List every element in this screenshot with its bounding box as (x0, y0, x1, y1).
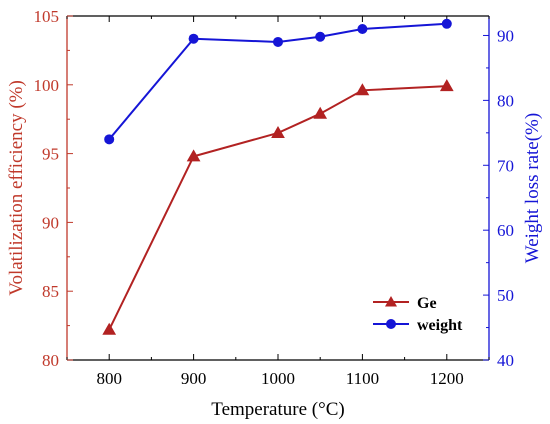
right-tick-label: 40 (497, 351, 514, 370)
data-point-ge (102, 322, 117, 335)
series-line-weight (108, 22, 447, 140)
data-point-weight (273, 36, 283, 47)
x-tick-label: 1200 (430, 369, 464, 388)
right-tick-label: 90 (497, 26, 514, 45)
legend-marker (386, 319, 396, 329)
data-point-weight (441, 18, 452, 29)
data-point-weight (315, 31, 326, 42)
data-point-weight (104, 134, 115, 145)
legend: Ge weight (373, 295, 463, 334)
series-layer (102, 18, 454, 335)
x-axis-title: Temperature (°C) (211, 399, 344, 420)
left-tick-label: 90 (42, 213, 59, 232)
data-point-ge (313, 106, 328, 119)
ticks: 800 900 1000 1100 1200 80 85 90 95 100 105 40 50 60 70… (34, 7, 515, 388)
right-tick-label: 60 (497, 221, 514, 240)
data-point-ge (271, 125, 285, 138)
x-tick-label: 900 (181, 369, 207, 388)
right-tick-label: 70 (497, 156, 514, 175)
data-point-ge (439, 79, 454, 92)
series-line-ge (108, 85, 447, 331)
right-tick-label: 80 (497, 91, 514, 110)
right-y-axis-title: Weight loss rate(%) (522, 113, 543, 263)
data-point-weight (357, 23, 368, 34)
data-point-weight (188, 33, 199, 44)
x-tick-label: 1000 (261, 369, 295, 388)
data-point-ge (355, 83, 370, 96)
left-tick-label: 85 (42, 282, 59, 301)
left-y-axis-title: Volatilization efficiency (%) (6, 80, 27, 296)
left-tick-label: 105 (34, 7, 60, 26)
data-point-ge (186, 149, 201, 162)
legend-label: weight (417, 317, 463, 334)
left-tick-label: 80 (42, 351, 59, 370)
legend-marker (385, 296, 397, 307)
x-tick-label: 800 (96, 369, 122, 388)
right-tick-label: 50 (497, 286, 514, 305)
left-tick-label: 100 (34, 76, 60, 95)
left-tick-label: 95 (42, 145, 59, 164)
legend-label: Ge (417, 295, 437, 312)
x-tick-label: 1100 (346, 369, 379, 388)
